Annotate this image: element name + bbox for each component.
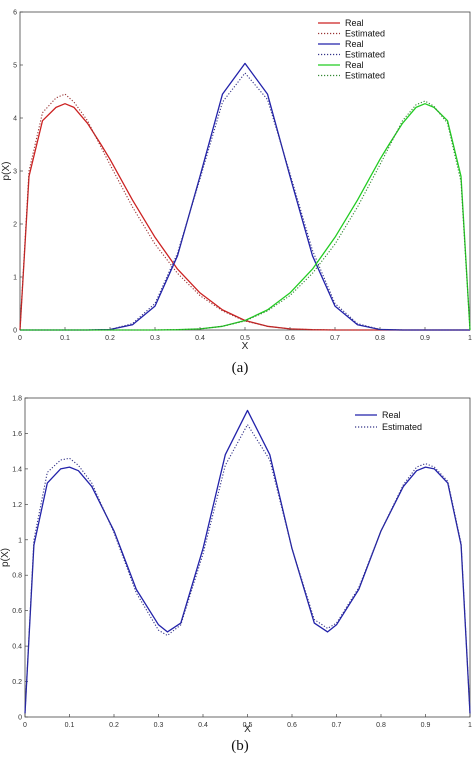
x-tick-label: 0: [23, 722, 27, 729]
y-tick-label: 0.4: [12, 644, 22, 651]
x-tick-label: 0: [18, 335, 22, 342]
x-tick-label: 0.8: [375, 335, 385, 342]
y-axis-label: p(X): [0, 548, 11, 567]
legend-entry-label: Real: [345, 60, 364, 70]
y-tick-label: 1.6: [12, 431, 22, 438]
x-tick-label: 0.3: [154, 722, 164, 729]
series-line-3-estimated: [20, 72, 470, 331]
series-line-1-estimated: [24, 424, 471, 714]
x-tick-label: 0.2: [109, 722, 119, 729]
plot-area-frame: [24, 397, 471, 718]
figure-caption: (a): [232, 360, 249, 376]
x-tick-label: 0.2: [105, 335, 115, 342]
x-tick-label: 1: [468, 335, 472, 342]
series-line-1-estimated: [19, 93, 470, 331]
y-tick-label: 0: [18, 715, 22, 722]
y-tick-label: 1: [18, 537, 22, 544]
plot-area-frame: [19, 11, 471, 331]
y-tick-label: 0.6: [12, 608, 22, 615]
x-tick-label: 1: [468, 722, 472, 729]
x-tick-label: 0.5: [243, 722, 253, 729]
series-line-5-estimated: [20, 100, 471, 331]
y-tick-label: 0: [13, 328, 17, 335]
x-tick-label: 0.9: [421, 722, 431, 729]
y-tick-label: 2: [13, 222, 17, 229]
x-tick-label: 0.8: [376, 722, 386, 729]
x-tick-label: 0.3: [150, 335, 160, 342]
y-tick-label: 1.4: [12, 466, 22, 473]
y-axis-label: p(X): [1, 162, 12, 181]
chart-a: 0 0.1 0.2 0.3 0.4 0.5 0.6 0.7 0.8 0.9 1 0 1 2 3 4 5 6 Xp(X…: [1, 10, 472, 377]
y-tick-label: 6: [13, 10, 17, 17]
x-tick-label: 0.4: [195, 335, 205, 342]
figure-caption: (b): [231, 738, 249, 754]
legend-entry-label: Real: [345, 39, 364, 49]
legend-entry-label: Estimated: [382, 422, 422, 432]
x-tick-label: 0.7: [330, 335, 340, 342]
legend-entry-label: Estimated: [345, 50, 385, 60]
x-axis-label: X: [242, 341, 249, 352]
series-line-2-real: [20, 62, 470, 331]
x-tick-label: 0.6: [285, 335, 295, 342]
y-tick-label: 1.2: [12, 502, 22, 509]
legend-box: [314, 18, 389, 89]
x-tick-label: 0.4: [198, 722, 208, 729]
series-line-0-real: [24, 409, 471, 714]
legend-entry-label: Estimated: [345, 71, 385, 81]
legend-entry-label: Estimated: [345, 29, 385, 39]
y-tick-label: 4: [13, 116, 17, 123]
x-tick-label: 0.6: [287, 722, 297, 729]
x-tick-label: 0.5: [240, 335, 250, 342]
y-tick-label: 1.8: [12, 396, 22, 403]
chart-b: 0 0.1 0.2 0.3 0.4 0.5 0.6 0.7 0.8 0.9 1 0 0.2 0.4 0.6 0…: [0, 396, 472, 755]
x-tick-label: 0.1: [65, 722, 75, 729]
legend: Real Estimated: [351, 410, 436, 440]
legend-entry-label: Real: [382, 410, 401, 420]
x-tick-label: 0.7: [332, 722, 342, 729]
legend-entry-label: Real: [345, 18, 364, 28]
y-tick-label: 0.2: [12, 679, 22, 686]
series-line-0-real: [19, 103, 470, 331]
x-tick-label: 0.9: [420, 335, 430, 342]
series-line-4-real: [20, 103, 471, 331]
x-axis-label: X: [244, 724, 251, 735]
y-tick-label: 1: [13, 275, 17, 282]
y-tick-label: 3: [13, 169, 17, 176]
x-tick-label: 0.1: [60, 335, 70, 342]
y-tick-label: 5: [13, 63, 17, 70]
y-tick-label: 0.8: [12, 573, 22, 580]
